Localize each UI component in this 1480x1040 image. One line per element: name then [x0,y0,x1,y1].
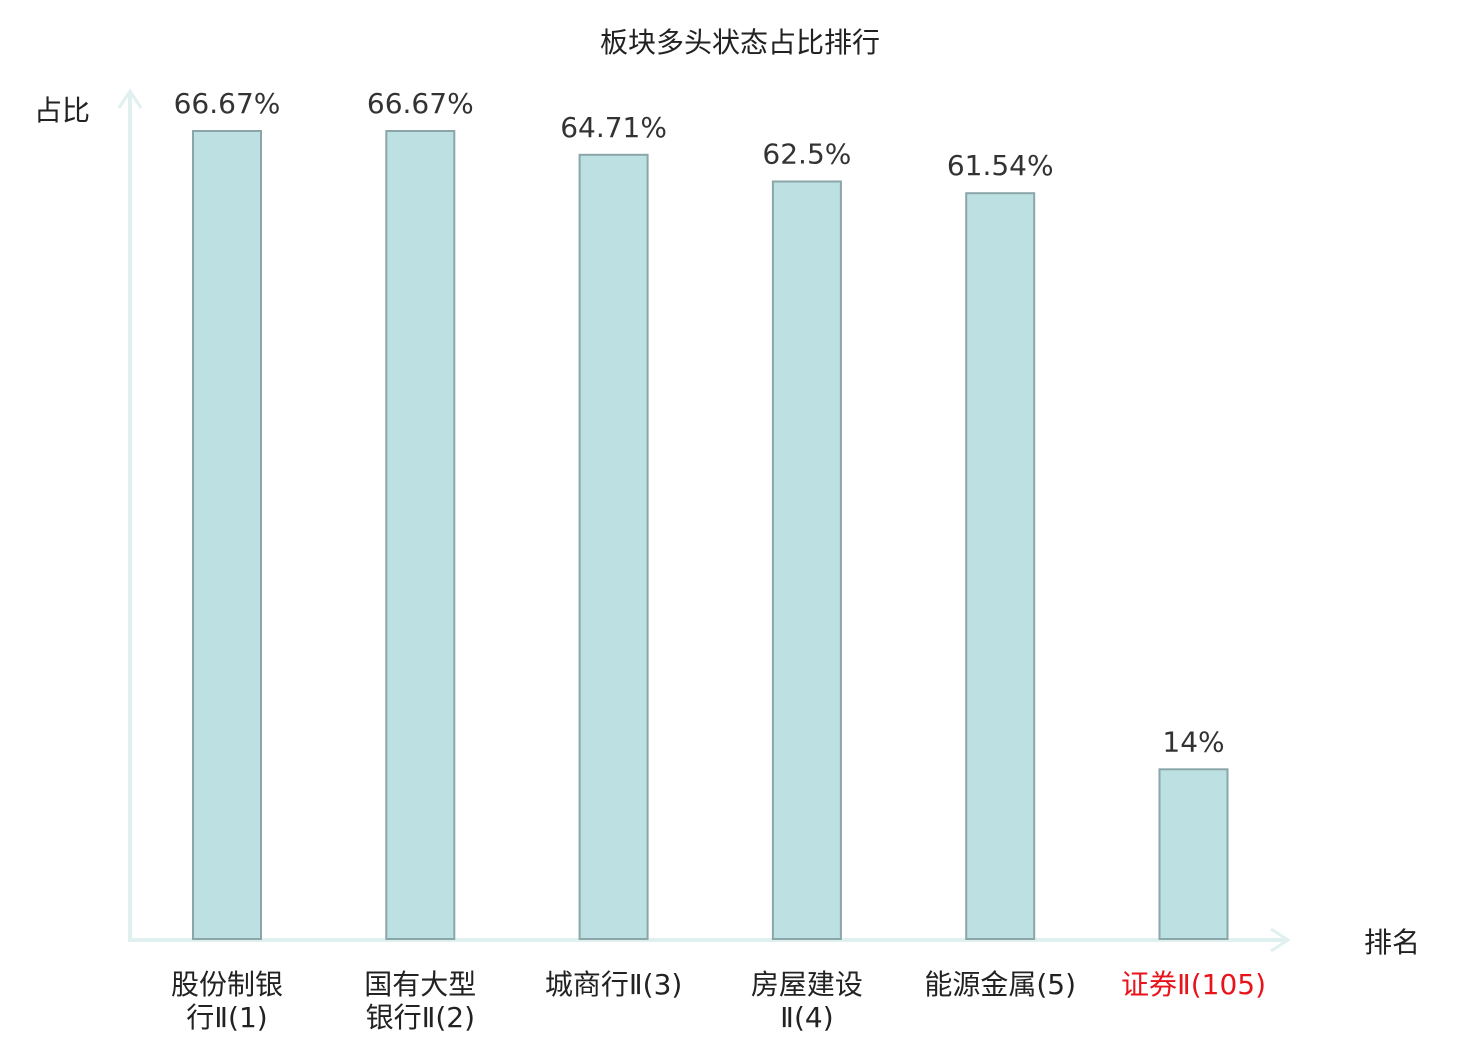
x-tick-label-3: 城商行Ⅱ(3) [545,968,682,1001]
bar-value-label-4: 62.5% [762,138,851,171]
chart-title: 板块多头状态占比排行 [600,26,880,59]
y-axis-label: 占比 [34,94,90,127]
x-tick-label-2-line-2: 银行Ⅱ(2) [366,1001,475,1034]
bar-value-label-1: 66.67% [174,87,281,120]
x-tick-label-1-line-2: 行Ⅱ(1) [186,1001,267,1034]
bar-1 [192,130,262,940]
x-axis-label: 排名 [1364,926,1420,959]
x-tick-label-6: 证券Ⅱ(105) [1121,968,1266,1001]
x-tick-label-5: 能源金属(5) [924,968,1076,1001]
bar-value-label-5: 61.54% [947,149,1054,182]
bar-5 [965,192,1036,940]
bars-group [192,130,1229,941]
bar-value-label-3: 64.71% [560,111,667,144]
bar-value-label-6: 14% [1162,725,1224,758]
bar-4 [771,180,842,940]
axes [117,88,1291,953]
bar-value-label-2: 66.67% [367,87,474,120]
x-axis-arrow-icon [1270,927,1291,953]
value-labels-group: 66.67% 66.67% 64.71% 62.5% 61.54% 14% [174,87,1225,758]
x-tick-label-4-line-1: 房屋建设 [751,968,863,1001]
y-axis-arrow-icon [117,88,143,109]
x-tick-label-1-line-1: 股份制银 [171,968,283,1001]
x-tick-label-2-line-1: 国有大型 [364,968,476,1001]
bar-3 [578,153,649,941]
bar-2 [385,130,456,940]
bar-6 [1158,768,1229,940]
x-tick-label-4-line-2: Ⅱ(4) [780,1001,833,1034]
